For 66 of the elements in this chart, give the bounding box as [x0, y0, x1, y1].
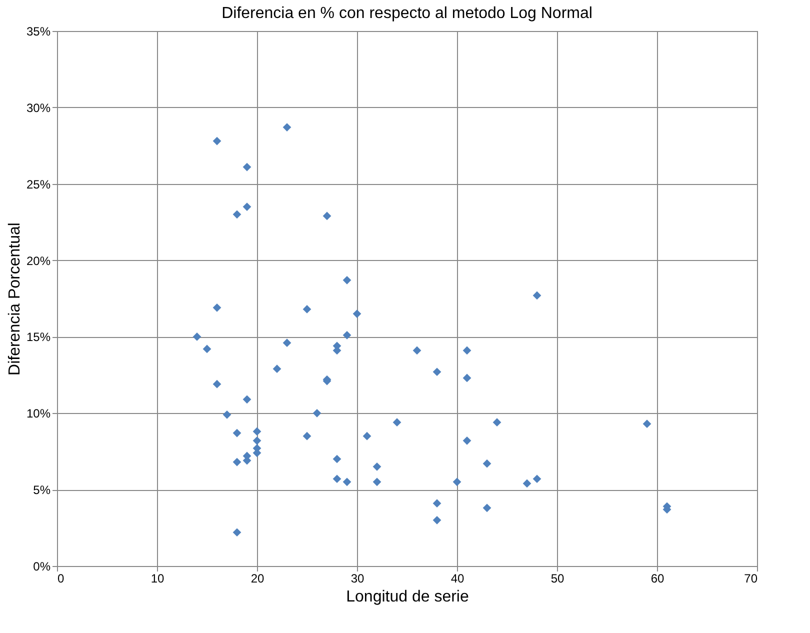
y-tick-label: 20% — [26, 254, 51, 268]
point — [492, 418, 502, 426]
point — [242, 395, 252, 404]
x-tick-label: 70 — [744, 572, 758, 586]
y-axis-title: Diferencia Porcentual — [6, 222, 24, 376]
y-tick-label: 10% — [26, 406, 51, 421]
point — [232, 428, 242, 438]
point — [352, 310, 362, 318]
point — [272, 364, 282, 373]
point — [232, 528, 242, 537]
point — [342, 276, 352, 284]
point — [302, 432, 312, 440]
point — [302, 305, 312, 314]
point — [232, 210, 242, 219]
point — [332, 474, 342, 484]
point — [462, 374, 472, 382]
y-tick-label: 35% — [26, 24, 51, 38]
point — [312, 408, 322, 418]
point — [222, 410, 232, 419]
point — [532, 291, 542, 300]
chart-title: Diferencia en % con respecto al metodo Log Normal — [222, 5, 592, 22]
y-tick-label: 25% — [26, 177, 51, 192]
x-tick-label: 60 — [650, 572, 664, 586]
point — [362, 432, 372, 440]
point — [452, 478, 462, 486]
point — [432, 499, 442, 508]
point — [412, 346, 422, 355]
x-tick-label: 20 — [250, 572, 264, 586]
point — [252, 427, 262, 436]
point — [242, 202, 252, 211]
point — [482, 459, 492, 468]
point — [372, 462, 382, 471]
point — [482, 504, 492, 512]
point — [192, 332, 202, 341]
point — [522, 479, 532, 488]
y-tick-label: 0% — [33, 560, 51, 574]
point — [232, 458, 242, 466]
x-tick-label: 0 — [58, 572, 64, 586]
point — [432, 368, 442, 376]
point — [432, 516, 442, 524]
point — [642, 420, 652, 428]
x-tick-label: 30 — [350, 572, 364, 586]
point — [212, 380, 222, 388]
point — [212, 303, 222, 312]
point — [462, 436, 472, 445]
x-tick-label: 50 — [550, 572, 564, 586]
point — [342, 331, 352, 340]
x-tick-label: 10 — [150, 572, 164, 586]
x-axis-title: Longitud de serie — [346, 588, 469, 606]
y-tick-label: 15% — [26, 330, 51, 344]
point — [212, 136, 222, 146]
x-tick-label: 40 — [450, 572, 464, 586]
point — [532, 474, 542, 484]
point — [242, 162, 252, 172]
point — [202, 344, 212, 354]
point — [372, 478, 382, 486]
point — [342, 478, 352, 486]
y-tick-label: 30% — [26, 100, 51, 115]
point — [252, 436, 262, 445]
point — [392, 418, 402, 426]
point — [282, 123, 292, 132]
point — [322, 212, 332, 220]
y-tick-label: 5% — [33, 483, 51, 498]
point — [332, 454, 342, 464]
point — [462, 346, 472, 355]
point — [282, 338, 292, 348]
